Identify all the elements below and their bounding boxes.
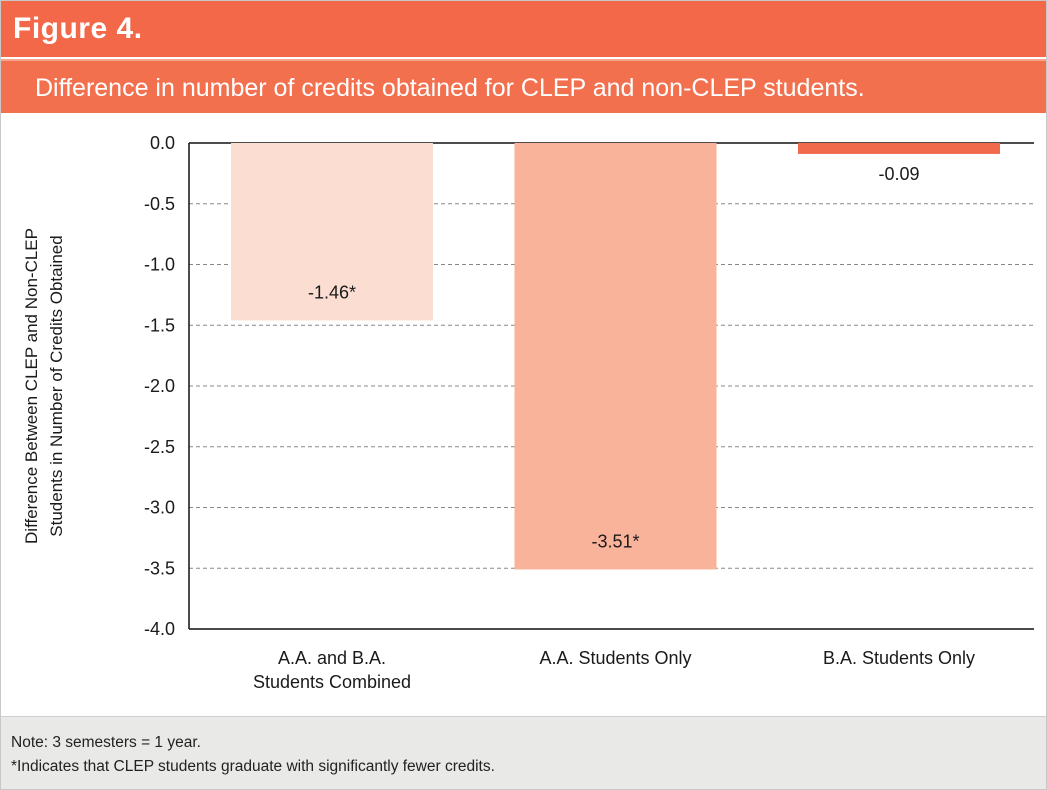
data-label: -0.09: [878, 164, 919, 184]
y-axis-label: Students in Number of Credits Obtained: [47, 235, 66, 536]
x-tick-label: B.A. Students Only: [822, 648, 976, 668]
y-tick-label: -3.5: [144, 558, 175, 578]
bar: [231, 143, 433, 321]
bar: [514, 143, 717, 570]
y-tick-label: -0.5: [144, 194, 175, 214]
y-tick-label: -4.0: [144, 619, 175, 639]
data-label: -3.51*: [591, 531, 639, 551]
y-tick-label: -2.5: [144, 437, 175, 457]
figure-title: Figure 4.: [1, 1, 1046, 57]
bar: [798, 143, 1000, 154]
y-tick-label: 0.0: [150, 133, 175, 153]
note: Note: 3 semesters = 1 year.: [11, 734, 201, 751]
chart: Difference Between CLEP and Non-CLEP Stud…: [22, 133, 1034, 639]
note: *Indicates that CLEP students graduate w…: [11, 758, 495, 775]
y-tick-label: -3.0: [144, 498, 175, 518]
figure-subtitle: Difference in number of credits obtained…: [1, 59, 1046, 113]
x-tick-label: A.A. and B.A. Students Combined: [252, 648, 412, 692]
y-tick-label: -2.0: [144, 376, 175, 396]
y-tick-label: -1.0: [144, 255, 175, 275]
y-axis-label: Difference Between CLEP and Non-CLEP: [22, 228, 41, 544]
x-tick-label: A.A. Students Only: [539, 648, 692, 668]
footer: Note: 3 semesters = 1 year. *Indicates t…: [1, 716, 1046, 789]
y-tick-label: -1.5: [144, 315, 175, 335]
data-label: -1.46*: [308, 282, 356, 302]
